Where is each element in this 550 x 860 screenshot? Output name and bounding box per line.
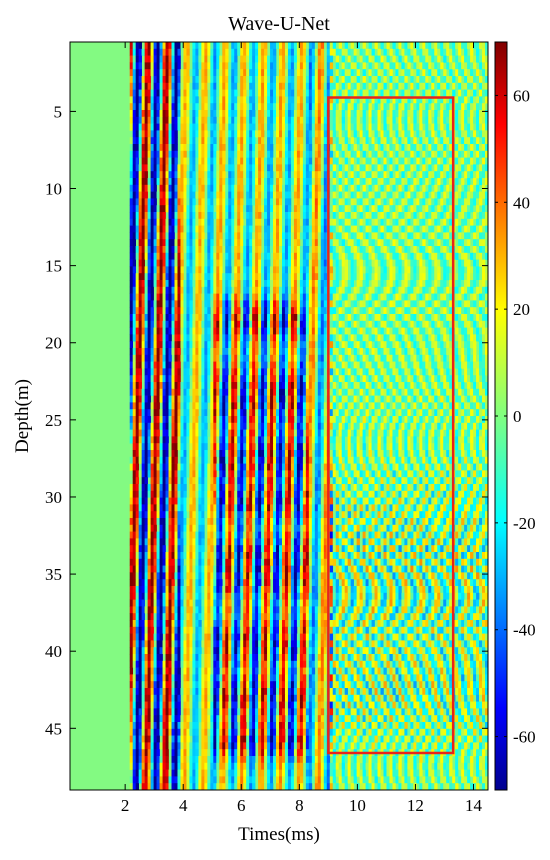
y-tick-label: 45 [45, 719, 62, 738]
y-axis-ticks: 5 10 15 20 25 30 35 40 45 [45, 102, 488, 738]
x-axis-label: Times(ms) [238, 824, 320, 845]
seismic-heatmap [129, 42, 488, 790]
y-tick-label: 20 [45, 334, 62, 353]
colorbar-tick-label: 20 [513, 300, 530, 319]
x-axis-ticks: 2 4 6 8 10 12 14 [121, 42, 483, 815]
colorbar-tick-label: 60 [513, 86, 530, 105]
y-tick-label: 5 [54, 102, 63, 121]
chart-title: Wave-U-Net [228, 13, 330, 35]
y-tick-label: 10 [45, 180, 62, 199]
x-tick-label: 12 [407, 796, 424, 815]
y-tick-label: 25 [45, 411, 62, 430]
colorbar-tick-label: 0 [513, 407, 522, 426]
plot-area: 2 4 6 8 10 12 14 5 10 15 20 25 30 35 40 45 [45, 41, 489, 815]
colorbar-tick-label: -20 [513, 514, 536, 533]
y-tick-label: 15 [45, 257, 62, 276]
colorbar-tick-label: -60 [513, 728, 536, 747]
x-tick-label: 14 [465, 796, 483, 815]
y-axis-label: Depth(m) [12, 379, 33, 453]
y-tick-label: 35 [45, 565, 62, 584]
plot-frame [69, 41, 489, 791]
x-tick-label: 4 [179, 796, 188, 815]
x-tick-label: 8 [295, 796, 304, 815]
colorbar-ticks: -60 -40 -20 0 20 40 60 [495, 86, 536, 747]
y-tick-label: 40 [45, 642, 62, 661]
y-tick-label: 30 [45, 488, 62, 507]
highlight-box [327, 96, 455, 755]
x-tick-label: 2 [121, 796, 130, 815]
colorbar-tick-label: 40 [513, 193, 530, 212]
x-tick-label: 6 [237, 796, 246, 815]
x-tick-label: 10 [349, 796, 366, 815]
colorbar-tick-label: -40 [513, 621, 536, 640]
colorbar: -60 -40 -20 0 20 40 60 [494, 41, 536, 791]
